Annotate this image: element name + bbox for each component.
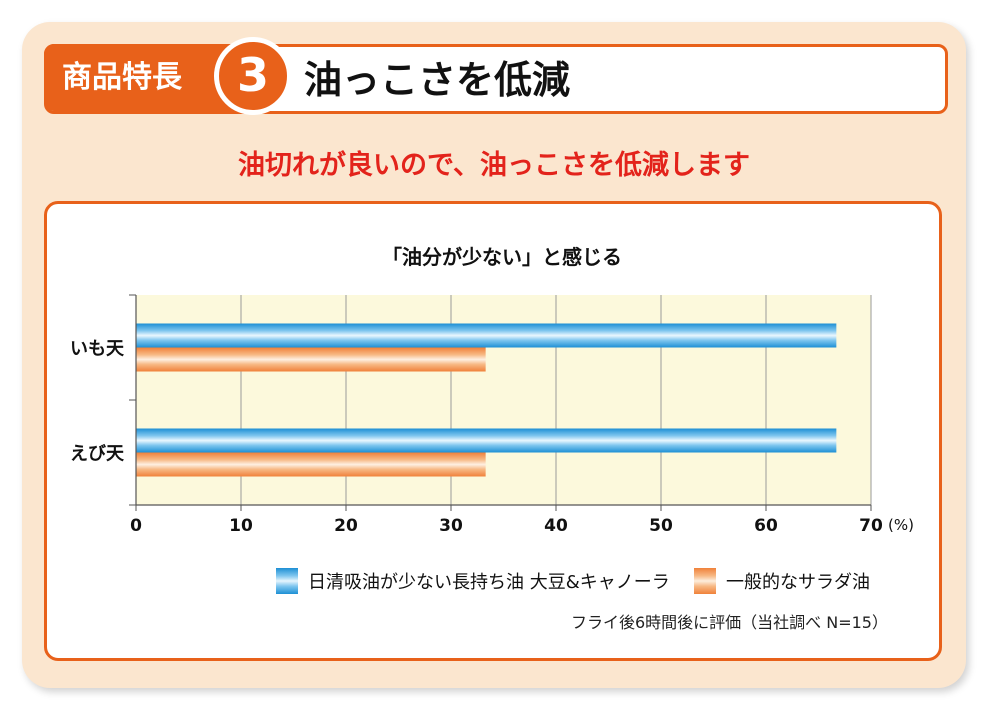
feature-tag: 商品特長	[44, 44, 244, 111]
x-tick-label: 40	[544, 516, 568, 536]
bar-orange	[136, 452, 486, 477]
legend-swatch-blue	[276, 568, 298, 594]
x-tick-label: 50	[649, 516, 673, 536]
x-tick-label: 30	[439, 516, 463, 536]
subtitle: 油切れが良いので、油っこさを低減します	[238, 150, 750, 181]
x-tick-label: 0	[130, 516, 142, 536]
footnote: フライ後6時間後に評価（当社調べ N=15）	[570, 613, 888, 632]
x-tick-label: 60	[754, 516, 778, 536]
page-title: 油っこさを低減	[304, 58, 571, 102]
legend-item-blue: 日清吸油が少ない長持ち油 大豆&キャノーラ	[276, 567, 670, 595]
x-tick-label: 20	[334, 516, 358, 536]
bar-blue	[136, 428, 837, 453]
legend-swatch-orange	[694, 568, 716, 594]
bar-blue	[136, 323, 837, 348]
legend-item-orange: 一般的なサラダ油	[694, 567, 870, 595]
x-axis-unit: (%)	[888, 516, 914, 534]
legend-label: 一般的なサラダ油	[726, 572, 870, 593]
x-tick-label: 70	[859, 516, 883, 536]
chart-title: 「油分が少ない」と感じる	[382, 245, 622, 269]
x-tick-label: 10	[229, 516, 253, 536]
category-label: いも天	[70, 339, 125, 360]
legend-label: 日清吸油が少ない長持ち油 大豆&キャノーラ	[308, 572, 670, 593]
category-label: えび天	[70, 444, 125, 465]
feature-number-badge: 3	[214, 37, 292, 115]
bar-orange	[136, 347, 486, 372]
